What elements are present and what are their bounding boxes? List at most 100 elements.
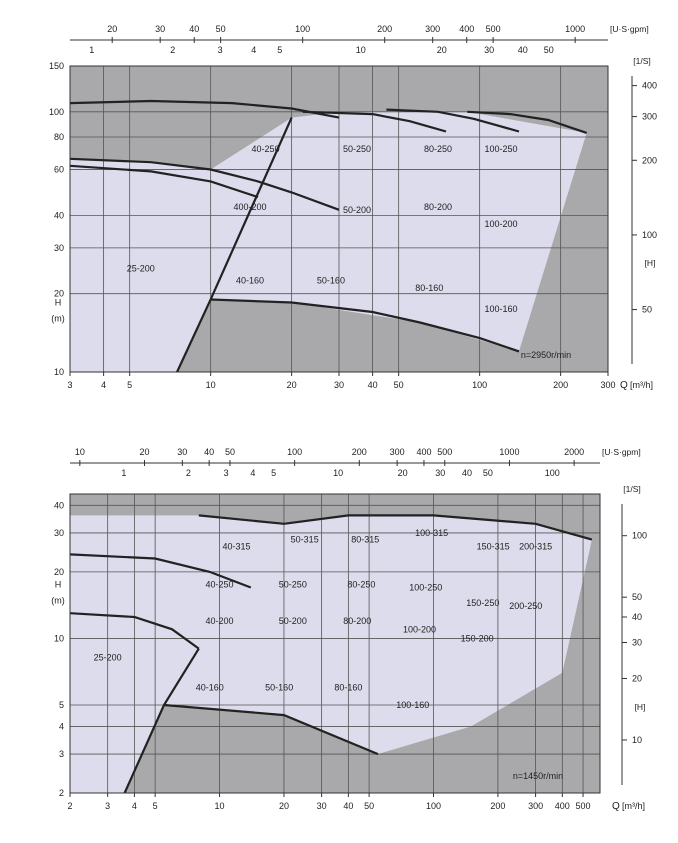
top-tick-label-2: 20	[398, 468, 408, 478]
left-boundary	[176, 117, 293, 373]
top-tick-label-2: 50	[483, 468, 493, 478]
top-tick-label-2: 4	[251, 45, 256, 55]
bottom-curve	[163, 703, 379, 756]
x-tick-label: 20	[279, 801, 289, 811]
top-axis-unit: [U·S·gpm]	[610, 24, 649, 34]
y-tick-label: 4	[59, 721, 64, 731]
y-tick-label: 20	[54, 567, 64, 577]
head-curve	[198, 514, 593, 541]
region-label: 50-160	[317, 275, 345, 285]
top-tick-label: 400	[416, 447, 431, 457]
top-tick-label-2: 40	[462, 468, 472, 478]
y-tick-label: 80	[54, 132, 64, 142]
block-curve	[467, 110, 588, 134]
top-tick-label: 200	[352, 447, 367, 457]
top-tick-label-2: 30	[435, 468, 445, 478]
top-tick-label: 100	[295, 24, 310, 34]
region-label: 40-315	[222, 542, 250, 552]
right-tick-label: 50	[642, 305, 652, 315]
speed-label: n=1450r/min	[513, 771, 563, 781]
region-label: 80-160	[415, 283, 443, 293]
top-tick-label: 30	[177, 447, 187, 457]
region-label: 400-200	[233, 202, 266, 212]
top-tick-label-2: 4	[250, 468, 255, 478]
top-tick-label: 1000	[499, 447, 519, 457]
envelope-fill	[70, 515, 592, 793]
region-label: 200-250	[509, 601, 542, 611]
chart-panel-2: 25-200 40-160 40-200 40-250 40-315 50-160 50-2…	[51, 447, 647, 812]
top-tick-label-2: 3	[224, 468, 229, 478]
top-tick-label: 300	[425, 24, 440, 34]
region-label: 100-250	[484, 144, 517, 154]
region-label: 40-250	[206, 580, 234, 590]
envelope-fill	[70, 111, 587, 373]
right-tick-label: 50	[632, 592, 642, 602]
top-tick-label: 10	[75, 447, 85, 457]
top-tick-label-2: 5	[277, 45, 282, 55]
block-curve	[302, 110, 447, 133]
x-tick-label: 5	[153, 801, 158, 811]
region-label: 50-315	[291, 535, 319, 545]
speed-label: n=2950r/min	[521, 350, 571, 360]
top-tick-label: 50	[216, 24, 226, 34]
top-tick-label-2: 50	[544, 45, 554, 55]
right-tick-label: 20	[632, 673, 642, 683]
y-tick-label: 150	[49, 61, 64, 71]
top-tick-label: 300	[390, 447, 405, 457]
right-axis-unit: [1/S]	[623, 484, 640, 494]
top-tick-label: 100	[287, 447, 302, 457]
top-tick-label: 1000	[565, 24, 585, 34]
region-label: 80-315	[351, 535, 379, 545]
x-tick-label: 200	[553, 380, 568, 390]
x-tick-label: 3	[105, 801, 110, 811]
right-tick-label: 400	[642, 81, 657, 91]
x-tick-label: 100	[426, 801, 441, 811]
x-tick-label: 30	[334, 380, 344, 390]
top-tick-label: 2000	[564, 447, 584, 457]
x-axis-unit: [m³/h]	[630, 380, 653, 390]
top-tick-label: 50	[225, 447, 235, 457]
top-tick-label-2: 40	[518, 45, 528, 55]
x-tick-label: 10	[215, 801, 225, 811]
region-label: 100-160	[396, 700, 429, 710]
x-tick-label: 3	[67, 380, 72, 390]
top-tick-label-2: 100	[545, 468, 560, 478]
x-tick-label: 50	[394, 380, 404, 390]
region-label: 40-160	[196, 682, 224, 692]
x-tick-label: 100	[472, 380, 487, 390]
right-tick-label: 100	[642, 230, 657, 240]
y-tick-label: 20	[54, 289, 64, 299]
region-label: 40-250	[252, 144, 280, 154]
x-tick-label: 20	[287, 380, 297, 390]
x-tick-label: 4	[132, 801, 137, 811]
top-tick-label: 500	[486, 24, 501, 34]
region-label: 100-315	[415, 528, 448, 538]
top-tick-label-2: 5	[271, 468, 276, 478]
region-label: 100-250	[409, 582, 442, 592]
top-tick-label-2: 1	[89, 45, 94, 55]
region-label: 200-315	[519, 542, 552, 552]
y-tick-label: 3	[59, 749, 64, 759]
top-tick-label: 40	[204, 447, 214, 457]
top-tick-label-2: 20	[437, 45, 447, 55]
right-axis-unit-h: [H]	[635, 702, 646, 712]
right-tick-label: 30	[632, 638, 642, 648]
right-tick-label: 40	[632, 612, 642, 622]
top-tick-label-2: 30	[484, 45, 494, 55]
region-label: 80-160	[334, 682, 362, 692]
y-tick-label: 100	[49, 107, 64, 117]
top-tick-label: 200	[377, 24, 392, 34]
y-axis-unit: (m)	[51, 595, 65, 605]
region-label: 100-200	[403, 624, 436, 634]
x-tick-label: 300	[600, 380, 615, 390]
top-tick-label: 20	[139, 447, 149, 457]
region-label: 80-200	[343, 616, 371, 626]
right-axis-unit-h: [H]	[645, 258, 656, 268]
right-tick-label: 200	[642, 155, 657, 165]
x-tick-label: 30	[317, 801, 327, 811]
y-tick-label: 2	[59, 788, 64, 798]
x-tick-label: 2	[67, 801, 72, 811]
x-axis-label: Q	[620, 380, 628, 391]
x-tick-label: 10	[206, 380, 216, 390]
